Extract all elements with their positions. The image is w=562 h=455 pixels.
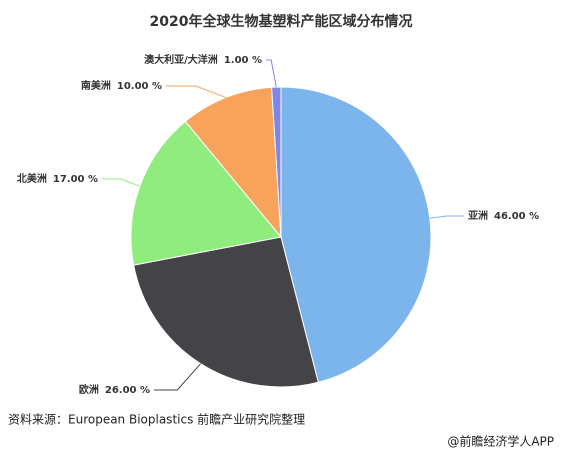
value-label: 17.00 % — [53, 174, 98, 185]
value-label: 26.00 % — [105, 385, 150, 396]
slice-label: 北美洲 17.00 % — [17, 172, 98, 185]
leader-line — [166, 85, 226, 98]
leader-line — [266, 59, 277, 88]
slice-label: 亚洲 46.00 % — [468, 210, 539, 222]
category-label: 澳大利亚/大洋洲 — [144, 53, 218, 66]
category-label: 亚洲 — [468, 210, 488, 222]
chart-title: 2020年全球生物基塑料产能区域分布情况 — [150, 13, 413, 30]
slice-label: 南美洲 10.00 % — [81, 79, 162, 92]
pie-slice — [280, 86, 432, 383]
category-label: 北美洲 — [17, 172, 47, 185]
pie-slice — [133, 236, 319, 388]
source-note: 资料来源：European Bioplastics 前瞻产业研究院整理 — [8, 412, 305, 427]
value-label: 10.00 % — [117, 81, 162, 92]
category-label: 欧洲 — [79, 383, 99, 396]
slice-label: 欧洲 26.00 % — [79, 383, 150, 396]
category-label: 南美洲 — [81, 79, 111, 92]
watermark: @前瞻经济学人APP — [447, 434, 554, 449]
slice-label: 澳大利亚/大洋洲 1.00 % — [144, 53, 262, 66]
leader-line — [429, 215, 464, 219]
value-label: 46.00 % — [494, 211, 539, 222]
value-label: 1.00 % — [224, 55, 262, 66]
leader-line — [154, 363, 202, 391]
leader-line — [102, 178, 141, 187]
